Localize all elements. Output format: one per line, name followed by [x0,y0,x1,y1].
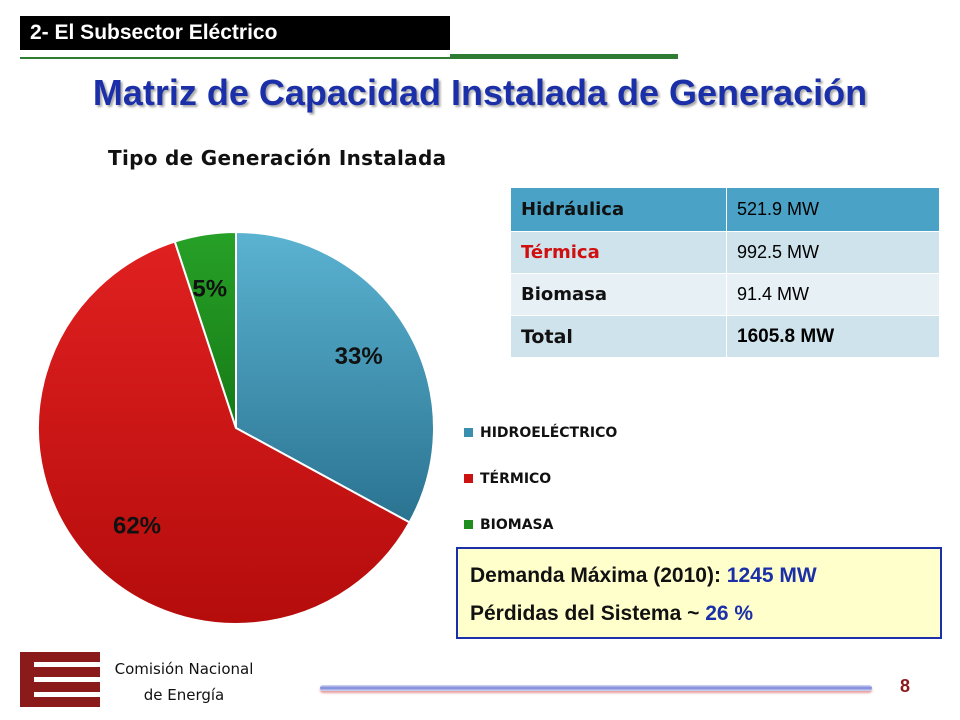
max-demand-value: 1245 MW [726,564,817,587]
pie-slice-termico [37,240,411,625]
organization-line1: Comisión Nacional [114,660,254,678]
table-row-biomasa: Biomasa 91.4 MW [510,273,940,316]
table-row-total: Total 1605.8 MW [510,315,940,358]
table-label-biomasa: Biomasa [510,273,727,316]
section-underline-thin [20,57,678,59]
organization-name: Comisión Nacional de Energía [104,656,264,708]
pie-label-hidroelectrico: 33% [335,343,383,370]
legend-swatch-termico [464,474,473,483]
table-label-termica: Térmica [510,231,727,274]
system-losses-value: 26 % [705,602,754,625]
footer-divider [320,685,872,691]
demand-info-box: Demanda Máxima (2010): 1245 MW Pérdidas … [456,547,942,639]
legend-swatch-hidroelectrico [464,428,473,437]
table-label-hidraulica: Hidráulica [510,187,727,232]
max-demand-label: Demanda Máxima (2010): [470,564,727,587]
legend-label-biomasa: BIOMASA [480,517,554,533]
pie-slice-biomasa [173,230,237,429]
section-tag: 2- El Subsector Eléctrico [20,16,450,50]
system-losses-line: Pérdidas del Sistema ~ 26 % [470,595,928,633]
pie-chart: 33% 62% 5% [37,230,435,625]
legend-label-hidroelectrico: HIDROELÉCTRICO [480,425,618,441]
section-underline [450,54,678,59]
capacity-table: Hidráulica 521.9 MW Térmica 992.5 MW Bio… [510,187,940,358]
table-label-total: Total [510,315,727,358]
legend-swatch-biomasa [464,520,473,529]
table-row-hidraulica: Hidráulica 521.9 MW [510,187,940,232]
max-demand-line: Demanda Máxima (2010): 1245 MW [470,557,928,595]
cne-logo-icon [20,652,100,707]
table-row-termica: Térmica 992.5 MW [510,231,940,274]
page-number: 8 [900,676,911,696]
table-value-termica: 992.5 MW [726,231,940,274]
pie-slice-hidroelectrico [235,230,435,524]
table-value-biomasa: 91.4 MW [726,273,940,316]
legend-label-termico: TÉRMICO [480,471,552,487]
system-losses-label: Pérdidas del Sistema ~ [470,602,706,625]
table-value-hidraulica: 521.9 MW [726,187,940,232]
table-value-total: 1605.8 MW [726,315,940,358]
pie-label-termico: 62% [113,512,161,539]
organization-line2: de Energía [143,686,225,704]
page-title: Matriz de Capacidad Instalada de Generac… [92,72,868,113]
pie-label-biomasa: 5% [192,276,227,303]
chart-title: Tipo de Generación Instalada [108,146,447,170]
